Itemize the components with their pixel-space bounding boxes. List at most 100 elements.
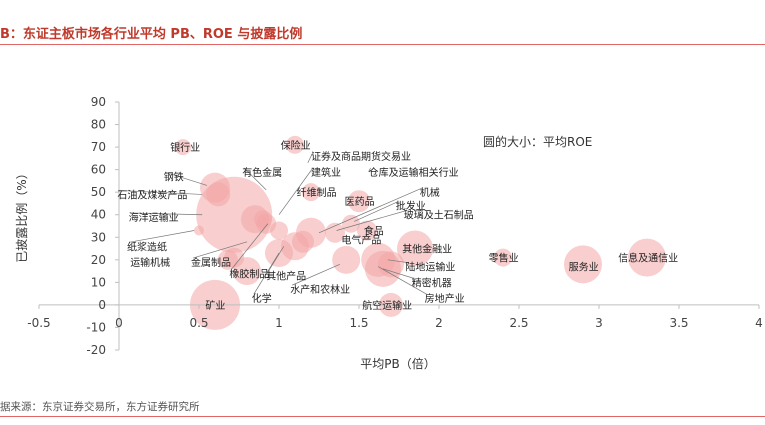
data-label: 食品 bbox=[364, 225, 384, 238]
bubble-point bbox=[233, 257, 261, 286]
data-label: 化学 bbox=[252, 292, 272, 305]
y-tick-label: 50 bbox=[91, 185, 106, 199]
leader-lines-layer bbox=[119, 151, 427, 295]
bubble-point bbox=[628, 238, 666, 277]
data-label: 建筑业 bbox=[311, 166, 341, 179]
leader-line bbox=[307, 151, 314, 164]
x-tick-label: 3.5 bbox=[669, 316, 688, 330]
bubble-point bbox=[196, 176, 273, 253]
bubble-point bbox=[175, 139, 191, 156]
x-tick-label: 0 bbox=[115, 316, 123, 330]
data-label: 证券及商品期货交易业 bbox=[311, 150, 411, 163]
x-tick-label: 1.5 bbox=[349, 316, 368, 330]
x-tick-label: 4 bbox=[755, 316, 763, 330]
bubble-point bbox=[397, 230, 433, 267]
data-label: 金属制品 bbox=[191, 256, 231, 269]
leader-line bbox=[278, 167, 314, 215]
y-tick-label: 70 bbox=[91, 140, 106, 154]
data-label: 保险业 bbox=[281, 139, 311, 152]
y-tick-label: 30 bbox=[91, 230, 106, 244]
leader-line bbox=[253, 252, 280, 295]
bubble-point bbox=[194, 225, 204, 236]
data-label: 机械 bbox=[420, 186, 440, 199]
leader-line bbox=[368, 167, 371, 173]
data-label: 批发业 bbox=[396, 200, 426, 213]
leader-line bbox=[292, 264, 340, 286]
figure-title: B：东证主板市场各行业平均 PB、ROE 与披露比例 bbox=[0, 27, 303, 42]
data-label: 海洋运输业 bbox=[129, 211, 179, 224]
data-label: 电气产品 bbox=[341, 234, 381, 247]
y-tick-label: 80 bbox=[91, 118, 106, 132]
y-tick-label: 60 bbox=[91, 163, 106, 177]
data-label: 橡胶制品 bbox=[229, 267, 269, 280]
axes-layer: -0.5 0 0.5 1 1.5 2 2.5 3 3.5 4 -20 -10 0 10 20 30 40 50 60… bbox=[27, 95, 763, 357]
source-note: 据来源：东京证券交易所，东方证券研究所 bbox=[0, 401, 200, 413]
y-tick-label: 10 bbox=[91, 275, 106, 289]
x-axis-label: 平均PB（倍） bbox=[360, 356, 435, 371]
leader-line bbox=[318, 187, 422, 234]
data-label: 服务业 bbox=[569, 261, 599, 274]
leader-line bbox=[119, 190, 203, 195]
y-axis-label: 已披露比例（%） bbox=[15, 167, 29, 262]
title-rule bbox=[0, 44, 765, 45]
y-tick-label: -10 bbox=[86, 320, 106, 334]
bubble-size-note: 圆的大小：平均ROE bbox=[483, 134, 592, 149]
data-label: 运输机械 bbox=[130, 256, 170, 269]
x-tick-label: 3 bbox=[595, 316, 603, 330]
data-label: 银行业 bbox=[170, 141, 200, 154]
leader-line bbox=[267, 246, 285, 272]
leader-line bbox=[336, 210, 406, 231]
data-label: 医药品 bbox=[345, 196, 375, 208]
data-label: 石油及煤炭产品 bbox=[117, 188, 187, 201]
leader-line bbox=[378, 266, 427, 295]
leader-line bbox=[130, 212, 203, 216]
data-label: 玻璃及土石制品 bbox=[404, 209, 474, 222]
data-label: 纸浆造纸 bbox=[127, 240, 167, 253]
data-label: 航空运输业 bbox=[362, 299, 412, 312]
data-label: 钢铁 bbox=[164, 170, 184, 183]
x-tick-label: 2 bbox=[435, 316, 443, 330]
bubble-point bbox=[361, 242, 396, 277]
bubble-point bbox=[357, 220, 377, 241]
data-label: 矿业 bbox=[205, 299, 225, 312]
data-label: 陆地运输业 bbox=[405, 261, 455, 274]
y-tick-label: 0 bbox=[98, 298, 106, 312]
data-label: 精密机器 bbox=[412, 276, 452, 289]
y-tick-label: 40 bbox=[91, 208, 106, 222]
y-tick-label: 20 bbox=[91, 253, 106, 267]
bubble-point bbox=[286, 135, 304, 154]
bubble-point bbox=[302, 183, 320, 202]
x-tick-label: -0.5 bbox=[27, 316, 50, 330]
y-tick-label: -20 bbox=[86, 343, 106, 357]
data-label: 水产和农林业 bbox=[290, 283, 350, 296]
leader-line bbox=[243, 167, 267, 191]
x-tick-label: 2.5 bbox=[509, 316, 528, 330]
leader-line bbox=[192, 241, 248, 259]
footer-rule bbox=[0, 416, 765, 417]
bubble-point bbox=[564, 245, 602, 284]
bubble-point bbox=[342, 214, 360, 233]
bubble-point bbox=[296, 217, 326, 248]
leader-line bbox=[354, 201, 398, 222]
bubble-point bbox=[332, 245, 361, 274]
data-label: 其他产品 bbox=[266, 270, 306, 283]
bubble-point bbox=[494, 248, 512, 267]
leader-line bbox=[382, 268, 414, 279]
data-label: 有色金属 bbox=[242, 166, 282, 179]
x-tick-label: 0.5 bbox=[189, 316, 208, 330]
leader-line bbox=[387, 259, 408, 263]
leader-line bbox=[165, 172, 208, 186]
bubble-layer bbox=[175, 135, 666, 330]
x-tick-label: 1 bbox=[275, 316, 283, 330]
data-label: 其他金融业 bbox=[402, 243, 452, 256]
y-tick-label: 90 bbox=[91, 95, 106, 109]
leader-line bbox=[231, 223, 269, 270]
leader-line bbox=[128, 230, 195, 243]
bubble-point bbox=[270, 221, 288, 240]
data-label: 零售业 bbox=[489, 252, 519, 265]
data-label: 房地产业 bbox=[425, 292, 465, 305]
data-label: 信息及通信业 bbox=[618, 252, 678, 265]
bubble-point bbox=[348, 190, 370, 213]
